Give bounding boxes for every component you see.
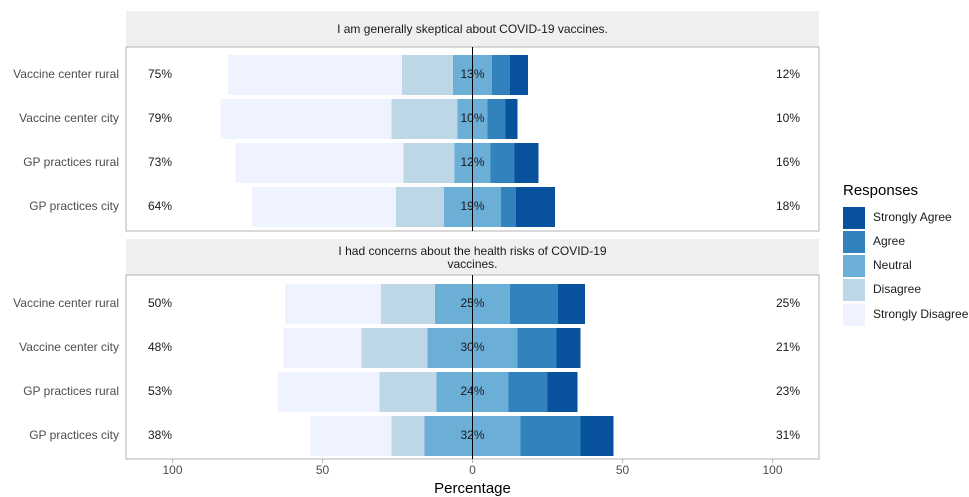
bar-agree: [492, 55, 510, 95]
bar-disagree: [391, 99, 458, 139]
bar-strongly-disagree: [285, 284, 381, 324]
legend-label: Agree: [873, 234, 905, 248]
bar-strongly-disagree: [220, 99, 392, 139]
left-percent-label: 38%: [148, 428, 172, 442]
bar-strongly-agree: [558, 284, 585, 324]
right-percent-label: 10%: [776, 111, 800, 125]
facet-strip: [126, 11, 819, 47]
bar-agree: [520, 416, 581, 456]
bar-strongly-disagree: [235, 143, 404, 183]
category-label: Vaccine center city: [19, 111, 119, 125]
bar-strongly-agree: [514, 143, 539, 183]
x-axis-title: Percentage: [434, 480, 511, 497]
bar-disagree: [361, 328, 428, 368]
bar-strongly-agree: [580, 416, 614, 456]
bar-strongly-disagree: [252, 187, 396, 227]
legend-swatch: [843, 207, 865, 229]
bar-strongly-agree: [556, 328, 581, 368]
right-percent-label: 16%: [776, 155, 800, 169]
bar-strongly-agree: [547, 372, 578, 412]
left-percent-label: 53%: [148, 384, 172, 398]
left-percent-label: 48%: [148, 340, 172, 354]
legend-swatch: [843, 279, 865, 301]
bar-disagree: [403, 143, 455, 183]
category-label: GP practices city: [29, 428, 119, 442]
category-label: GP practices rural: [23, 155, 119, 169]
bar-strongly-disagree: [283, 328, 362, 368]
bar-disagree: [391, 416, 425, 456]
legend-swatch: [843, 304, 865, 326]
right-percent-label: 23%: [776, 384, 800, 398]
legend-title: Responses: [843, 182, 918, 199]
right-percent-label: 21%: [776, 340, 800, 354]
right-percent-label: 31%: [776, 428, 800, 442]
right-percent-label: 18%: [776, 199, 800, 213]
category-label: Vaccine center rural: [13, 67, 119, 81]
bar-agree: [508, 372, 548, 412]
legend-swatch: [843, 231, 865, 253]
category-label: Vaccine center city: [19, 340, 119, 354]
x-tick-label: 100: [162, 463, 182, 477]
x-tick-label: 50: [616, 463, 630, 477]
category-label: Vaccine center rural: [13, 296, 119, 310]
bar-agree: [490, 143, 515, 183]
bar-strongly-agree: [510, 55, 528, 95]
category-label: GP practices city: [29, 199, 119, 213]
bar-agree: [501, 187, 516, 227]
left-percent-label: 64%: [148, 199, 172, 213]
right-percent-label: 25%: [776, 296, 800, 310]
bar-disagree: [379, 372, 437, 412]
bar-strongly-agree: [516, 187, 555, 227]
bar-agree: [517, 328, 557, 368]
left-percent-label: 79%: [148, 111, 172, 125]
legend-swatch: [843, 255, 865, 277]
bar-strongly-agree: [505, 99, 518, 139]
right-percent-label: 12%: [776, 67, 800, 81]
legend-label: Strongly Disagree: [873, 307, 969, 321]
bar-disagree: [396, 187, 444, 227]
category-label: GP practices rural: [23, 384, 119, 398]
bar-agree: [510, 284, 558, 324]
legend-label: Disagree: [873, 282, 921, 296]
left-percent-label: 73%: [148, 155, 172, 169]
facet-title: I had concerns about the health risks of…: [338, 244, 606, 271]
bar-strongly-disagree: [310, 416, 392, 456]
legend-label: Strongly Agree: [873, 210, 952, 224]
facet-strip: [126, 239, 819, 275]
x-tick-label: 100: [762, 463, 782, 477]
bar-disagree: [381, 284, 435, 324]
bar-disagree: [402, 55, 453, 95]
legend-label: Neutral: [873, 258, 912, 272]
x-tick-label: 0: [469, 463, 476, 477]
x-tick-label: 50: [316, 463, 330, 477]
left-percent-label: 75%: [148, 67, 172, 81]
facet-title: I am generally skeptical about COVID-19 …: [337, 22, 608, 36]
left-percent-label: 50%: [148, 296, 172, 310]
bar-strongly-disagree: [277, 372, 380, 412]
bar-agree: [487, 99, 506, 139]
bar-strongly-disagree: [228, 55, 402, 95]
